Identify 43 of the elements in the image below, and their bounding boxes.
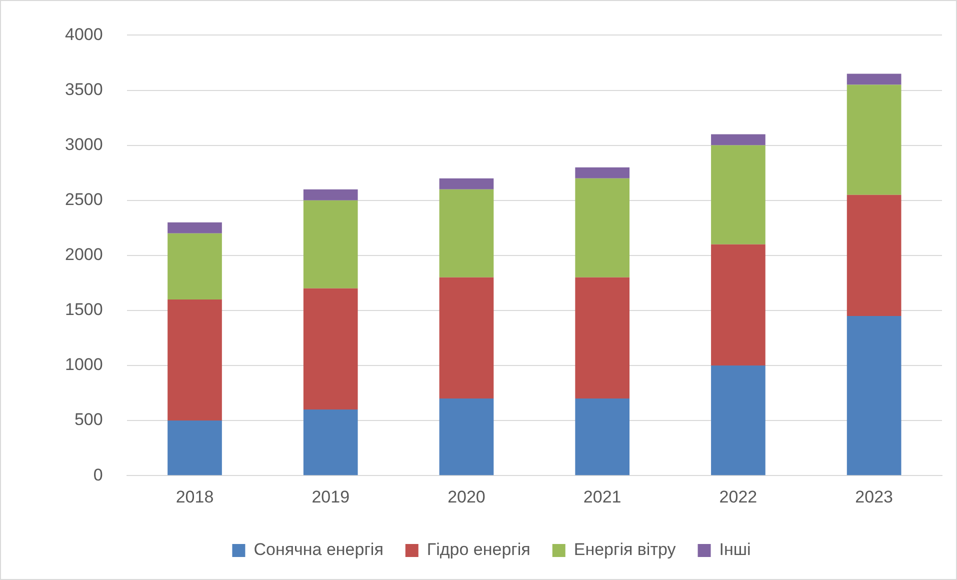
bar	[711, 366, 766, 476]
bar	[575, 167, 630, 178]
bar	[168, 299, 222, 421]
bar	[303, 410, 358, 476]
x-tick-label: 2018	[176, 487, 214, 506]
x-tick-label: 2023	[855, 487, 893, 506]
bar	[439, 277, 494, 399]
bar	[303, 189, 358, 200]
bar	[711, 134, 766, 146]
bar	[575, 398, 630, 476]
bar	[168, 222, 222, 234]
bar	[439, 398, 494, 476]
bar	[711, 145, 766, 244]
bar	[168, 233, 222, 300]
bar	[846, 84, 902, 195]
legend-label: Інші	[719, 540, 751, 560]
bar	[711, 244, 766, 366]
bar	[846, 194, 902, 316]
y-tick-label: 4000	[64, 24, 103, 44]
x-tick-label: 2021	[583, 487, 622, 506]
bar	[303, 288, 358, 410]
bar	[439, 178, 494, 190]
y-tick-label: 3500	[64, 80, 103, 99]
y-tick-label: 500	[74, 410, 103, 430]
bar	[303, 200, 358, 288]
bar	[846, 316, 902, 476]
legend-label: Гідро енергія	[426, 540, 530, 560]
y-tick-label: 1000	[64, 355, 103, 374]
y-tick-label: 0	[93, 465, 103, 484]
bar	[575, 277, 630, 399]
y-tick-label: 2500	[64, 190, 103, 210]
y-tick-label: 1500	[64, 300, 103, 320]
bar	[575, 178, 630, 278]
y-tick-label: 3000	[64, 134, 103, 154]
legend-label: Сонячна енергія	[254, 540, 384, 560]
x-tick-label: 2022	[719, 487, 758, 506]
bar	[168, 420, 222, 476]
bar	[439, 189, 494, 278]
x-tick-label: 2019	[312, 487, 350, 506]
legend-label: Енергія вітру	[574, 540, 676, 560]
y-tick-label: 2000	[64, 245, 103, 264]
x-tick-label: 2020	[448, 487, 486, 506]
bar	[846, 74, 902, 85]
